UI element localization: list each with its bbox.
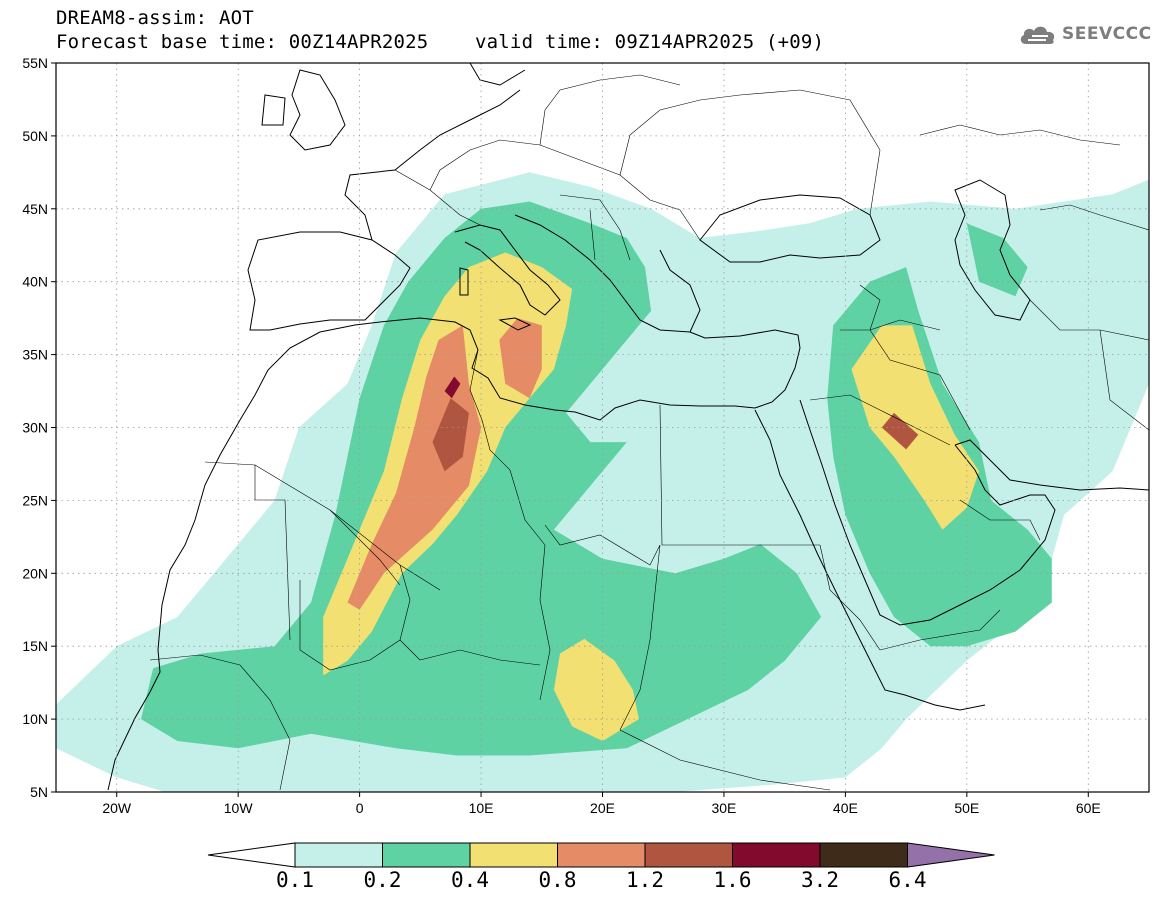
lon-tick-label: 30E — [711, 800, 736, 816]
colorbar-label: 0.1 — [276, 868, 314, 892]
colorbar-segment — [382, 842, 471, 868]
colorbar-segment — [819, 842, 908, 868]
plot-area — [56, 63, 1149, 792]
lat-tick-label: 50N — [22, 128, 48, 144]
aot-region-5 — [553, 638, 639, 741]
lat-tick-label: 45N — [22, 201, 48, 217]
lon-tick-label: 20E — [590, 800, 615, 816]
colorbar-label: 0.2 — [364, 868, 402, 892]
lat-tick-label: 10N — [22, 711, 48, 727]
aot-region-9 — [432, 398, 469, 472]
colorbar: 0.1 0.2 0.4 0.8 1.2 1.6 3.2 6.4 — [207, 842, 995, 892]
colorbar-label: 0.8 — [539, 868, 577, 892]
lon-tick-label: 60E — [1076, 800, 1101, 816]
colorbar-segment — [294, 842, 383, 868]
cloud-icon — [1020, 26, 1055, 44]
colorbar-label: 0.4 — [451, 868, 489, 892]
colorbar-segment — [557, 842, 646, 868]
lon-tick-label: 0 — [356, 800, 364, 816]
lat-tick-label: 35N — [22, 347, 48, 363]
lat-tick-label: 25N — [22, 492, 48, 508]
colorbar-segment — [732, 842, 821, 868]
map-header: DREAM8-assim: AOT Forecast base time: 00… — [56, 6, 824, 54]
colorbar-lower-arrow — [207, 842, 296, 868]
lon-ticks: 20W 10W 0 10E 20E 30E 40E 50E 60E — [102, 792, 1101, 816]
lon-tick-label: 40E — [833, 800, 858, 816]
seevccc-logo: SEEVCCC — [1018, 22, 1152, 46]
aot-region-11 — [444, 376, 461, 399]
lon-tick-label: 20W — [102, 800, 132, 816]
valid-time-label: valid time: 09Z14APR2025 (+09) — [475, 31, 825, 53]
lat-tick-label: 40N — [22, 274, 48, 290]
coastlines — [107, 63, 1149, 791]
colorbar-segment — [469, 842, 558, 868]
colorbar-upper-arrow — [907, 842, 995, 868]
lat-ticks: 5N 10N 15N 20N 25N 30N 35N 40N 45N 50N 55N — [22, 55, 56, 800]
lon-tick-label: 50E — [954, 800, 979, 816]
aot-region-10 — [881, 412, 919, 450]
map-title: DREAM8-assim: AOT — [56, 7, 254, 29]
aot-region-8 — [499, 318, 542, 399]
logo-text: SEEVCCC — [1062, 24, 1152, 44]
gridlines — [56, 63, 1149, 792]
aot-region-7 — [347, 325, 482, 610]
lat-tick-label: 20N — [22, 565, 48, 581]
lon-tick-label: 10W — [224, 800, 254, 816]
time-info-row: Forecast base time: 00Z14APR2025 valid t… — [56, 30, 824, 54]
country-borders — [149, 74, 1149, 791]
lat-tick-label: 5N — [30, 784, 48, 800]
colorbar-label: 3.2 — [801, 868, 839, 892]
lon-tick-label: 10E — [469, 800, 494, 816]
colorbar-label: 6.4 — [889, 868, 927, 892]
base-time-label: Forecast base time: 00Z14APR2025 — [56, 31, 429, 53]
colorbar-label: 1.2 — [626, 868, 664, 892]
lat-tick-label: 15N — [22, 638, 48, 654]
colorbar-segment — [644, 842, 733, 868]
lat-tick-label: 55N — [22, 55, 48, 71]
colorbar-label: 1.6 — [714, 868, 752, 892]
lat-tick-label: 30N — [22, 420, 48, 436]
